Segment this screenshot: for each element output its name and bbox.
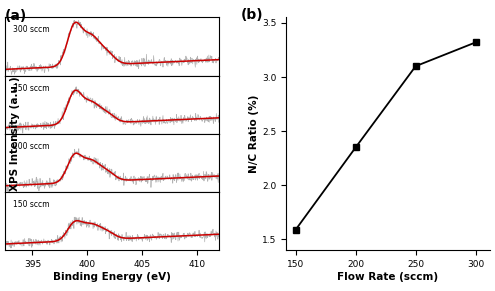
X-axis label: Flow Rate (sccm): Flow Rate (sccm) xyxy=(338,272,439,282)
Text: 250 sccm: 250 sccm xyxy=(13,84,49,93)
Text: 200 sccm: 200 sccm xyxy=(13,142,49,151)
Text: 300 sccm: 300 sccm xyxy=(13,26,50,35)
X-axis label: Binding Energy (eV): Binding Energy (eV) xyxy=(53,272,171,282)
Text: XPS Intensity (a.u.): XPS Intensity (a.u.) xyxy=(10,77,20,191)
Text: (b): (b) xyxy=(241,8,264,22)
Text: (a): (a) xyxy=(5,9,27,23)
Text: 150 sccm: 150 sccm xyxy=(13,200,49,209)
Y-axis label: N/C Ratio (%): N/C Ratio (%) xyxy=(249,95,259,173)
